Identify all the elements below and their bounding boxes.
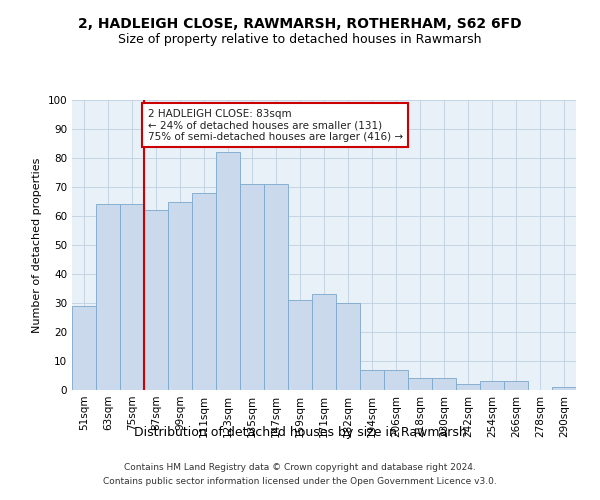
- Bar: [264, 184, 288, 390]
- Bar: [312, 294, 336, 390]
- Bar: [360, 370, 384, 390]
- Text: 2 HADLEIGH CLOSE: 83sqm
← 24% of detached houses are smaller (131)
75% of semi-d: 2 HADLEIGH CLOSE: 83sqm ← 24% of detache…: [148, 108, 403, 142]
- Bar: [456, 384, 480, 390]
- Bar: [216, 152, 240, 390]
- Y-axis label: Number of detached properties: Number of detached properties: [32, 158, 42, 332]
- Bar: [192, 193, 216, 390]
- Text: Size of property relative to detached houses in Rawmarsh: Size of property relative to detached ho…: [118, 32, 482, 46]
- Bar: [144, 210, 168, 390]
- Bar: [96, 204, 120, 390]
- Text: Contains HM Land Registry data © Crown copyright and database right 2024.: Contains HM Land Registry data © Crown c…: [124, 463, 476, 472]
- Bar: [408, 378, 432, 390]
- Bar: [384, 370, 408, 390]
- Text: Distribution of detached houses by size in Rawmarsh: Distribution of detached houses by size …: [134, 426, 466, 439]
- Bar: [432, 378, 456, 390]
- Text: Contains public sector information licensed under the Open Government Licence v3: Contains public sector information licen…: [103, 476, 497, 486]
- Bar: [288, 300, 312, 390]
- Bar: [240, 184, 264, 390]
- Bar: [72, 306, 96, 390]
- Bar: [504, 382, 528, 390]
- Bar: [336, 303, 360, 390]
- Bar: [168, 202, 192, 390]
- Bar: [480, 382, 504, 390]
- Bar: [552, 387, 576, 390]
- Text: 2, HADLEIGH CLOSE, RAWMARSH, ROTHERHAM, S62 6FD: 2, HADLEIGH CLOSE, RAWMARSH, ROTHERHAM, …: [78, 18, 522, 32]
- Bar: [120, 204, 144, 390]
